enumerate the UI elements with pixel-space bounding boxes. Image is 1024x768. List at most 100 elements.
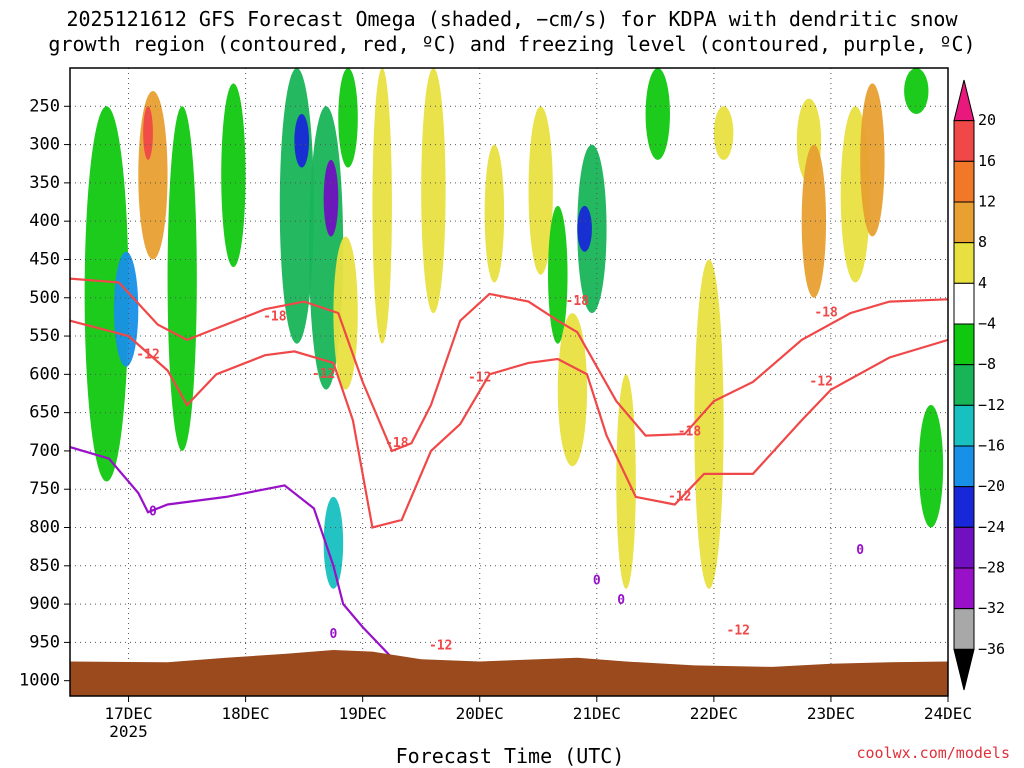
colorbar-label-9: −20 [978, 477, 1005, 495]
colorbar-label-8: −16 [978, 437, 1005, 455]
x-tick-label-1: 18DEC [222, 704, 270, 723]
contour-label-7: -18 [678, 424, 702, 439]
colorbar-swatch-11 [953, 526, 975, 569]
contour-label-15: 0 [617, 593, 625, 608]
omega-cell-14 [421, 68, 446, 314]
plot-frame [69, 67, 949, 697]
omega-cell-17 [548, 205, 568, 344]
y-tick-label-2: 350 [29, 173, 60, 193]
contour-label-14: 0 [593, 574, 601, 589]
contour-line-18C [70, 277, 948, 453]
omega-cell-11 [338, 68, 358, 168]
omega-cell-16 [528, 106, 553, 275]
y-tick-label-9: 700 [29, 441, 60, 461]
terrain [70, 650, 948, 696]
x-tick-label-2: 19DEC [339, 704, 387, 723]
omega-cell-10 [323, 496, 344, 589]
y-tick-label-0: 250 [29, 96, 60, 116]
y-tick-label-5: 500 [29, 288, 60, 308]
colorbar-swatch-8 [953, 404, 975, 447]
colorbar-label-11: −28 [978, 559, 1005, 577]
y-tick-label-10: 750 [29, 479, 60, 499]
contour-line-0C [70, 446, 403, 663]
omega-cell-22 [645, 68, 670, 160]
colorbar-swatch-3 [953, 201, 975, 244]
colorbar-swatch-0 [953, 79, 975, 122]
y-tick-label-11: 800 [29, 518, 60, 538]
omega-cell-3 [143, 106, 153, 160]
x-axis-title: Forecast Time (UTC) [395, 744, 625, 768]
y-tick-label-3: 400 [29, 211, 60, 231]
chart-title-line1: 2025121612 GFS Forecast Omega (shaded, −… [66, 7, 958, 31]
contour-label-0: -12 [136, 348, 159, 363]
colorbar-label-13: −36 [978, 640, 1005, 658]
colorbar-swatch-2 [953, 160, 975, 203]
omega-cell-2 [138, 90, 168, 260]
colorbar-swatch-1 [953, 120, 975, 162]
contour-label-13: 0 [149, 505, 157, 520]
omega-cell-23 [694, 259, 724, 589]
omega-cell-7 [294, 113, 310, 168]
colorbar-swatch-4 [953, 242, 975, 284]
omega-cell-24 [713, 106, 734, 160]
contour-label-9: -12 [727, 623, 750, 638]
contour-label-2: -12 [312, 367, 335, 382]
colorbar-swatch-10 [953, 486, 975, 528]
x-tick-label-0: 17DEC [104, 704, 152, 723]
omega-shading [84, 68, 944, 589]
colorbar-label-7: −12 [978, 396, 1005, 414]
y-tick-label-1: 300 [29, 135, 60, 155]
x-tick-label-5: 22DEC [690, 704, 738, 723]
colorbar-swatch-9 [953, 445, 975, 488]
y-tick-label-12: 850 [29, 556, 60, 576]
omega-cell-15 [484, 144, 505, 283]
y-tick-label-13: 900 [29, 594, 60, 614]
omega-cell-26 [801, 144, 827, 298]
omega-cell-29 [904, 68, 929, 114]
colorbar-label-6: −8 [978, 355, 996, 373]
contour-label-16: 0 [856, 543, 864, 558]
terrain-fill [70, 650, 948, 696]
contour-label-12: 0 [329, 627, 337, 642]
contours [70, 277, 948, 663]
credit-text[interactable]: coolwx.com/models [856, 744, 1010, 762]
contour-label-8: -12 [668, 489, 691, 504]
colorbar-swatch-12 [953, 567, 975, 610]
y-tick-label-15: 1000 [19, 671, 60, 691]
omega-cell-0 [84, 106, 129, 482]
y-tick-label-6: 550 [29, 326, 60, 346]
y-tick-label-14: 950 [29, 632, 60, 652]
contour-label-3: -18 [385, 436, 409, 451]
colorbar: 20 16 12 8 4 −4 −8 −12 −16 −20 −24 −28 −32 −36 [953, 79, 1005, 691]
colorbar-label-1: 16 [978, 152, 996, 170]
x-tick-label-7: 24DEC [924, 704, 972, 723]
contour-label-5: -12 [429, 639, 452, 654]
omega-cell-18 [557, 313, 588, 467]
colorbar-label-2: 12 [978, 193, 996, 211]
omega-cell-5 [221, 83, 246, 268]
colorbar-label-12: −32 [978, 599, 1005, 617]
colorbar-label-4: 4 [978, 274, 987, 292]
colorbar-swatch-6 [953, 323, 975, 366]
x-tick-sublabel-0: 2025 [109, 722, 148, 741]
colorbar-label-3: 8 [978, 233, 987, 251]
omega-cell-28 [860, 83, 885, 237]
omega-cell-19 [577, 144, 607, 314]
contour-line-12C [70, 319, 948, 529]
omega-cell-9 [323, 159, 339, 237]
colorbar-label-10: −24 [978, 518, 1005, 536]
colorbar-label-5: −4 [978, 315, 996, 333]
colorbar-swatch-13 [953, 608, 975, 650]
chart-title-line2: growth region (contoured, red, ºC) and f… [48, 32, 976, 56]
omega-cell-4 [167, 106, 197, 451]
omega-cell-20 [577, 205, 592, 252]
contour-label-10: -18 [814, 306, 838, 321]
omega-cell-1 [113, 251, 139, 367]
contour-label-11: -12 [809, 375, 832, 390]
contour-label-1: -18 [263, 309, 287, 324]
omega-cell-30 [918, 404, 944, 528]
contour-labels: -12 -18 -12 -18 -12 -12 -18 -18 -12 -12 -18 -12 0 0 0 0… [136, 294, 864, 654]
y-tick-label-8: 650 [29, 403, 60, 423]
